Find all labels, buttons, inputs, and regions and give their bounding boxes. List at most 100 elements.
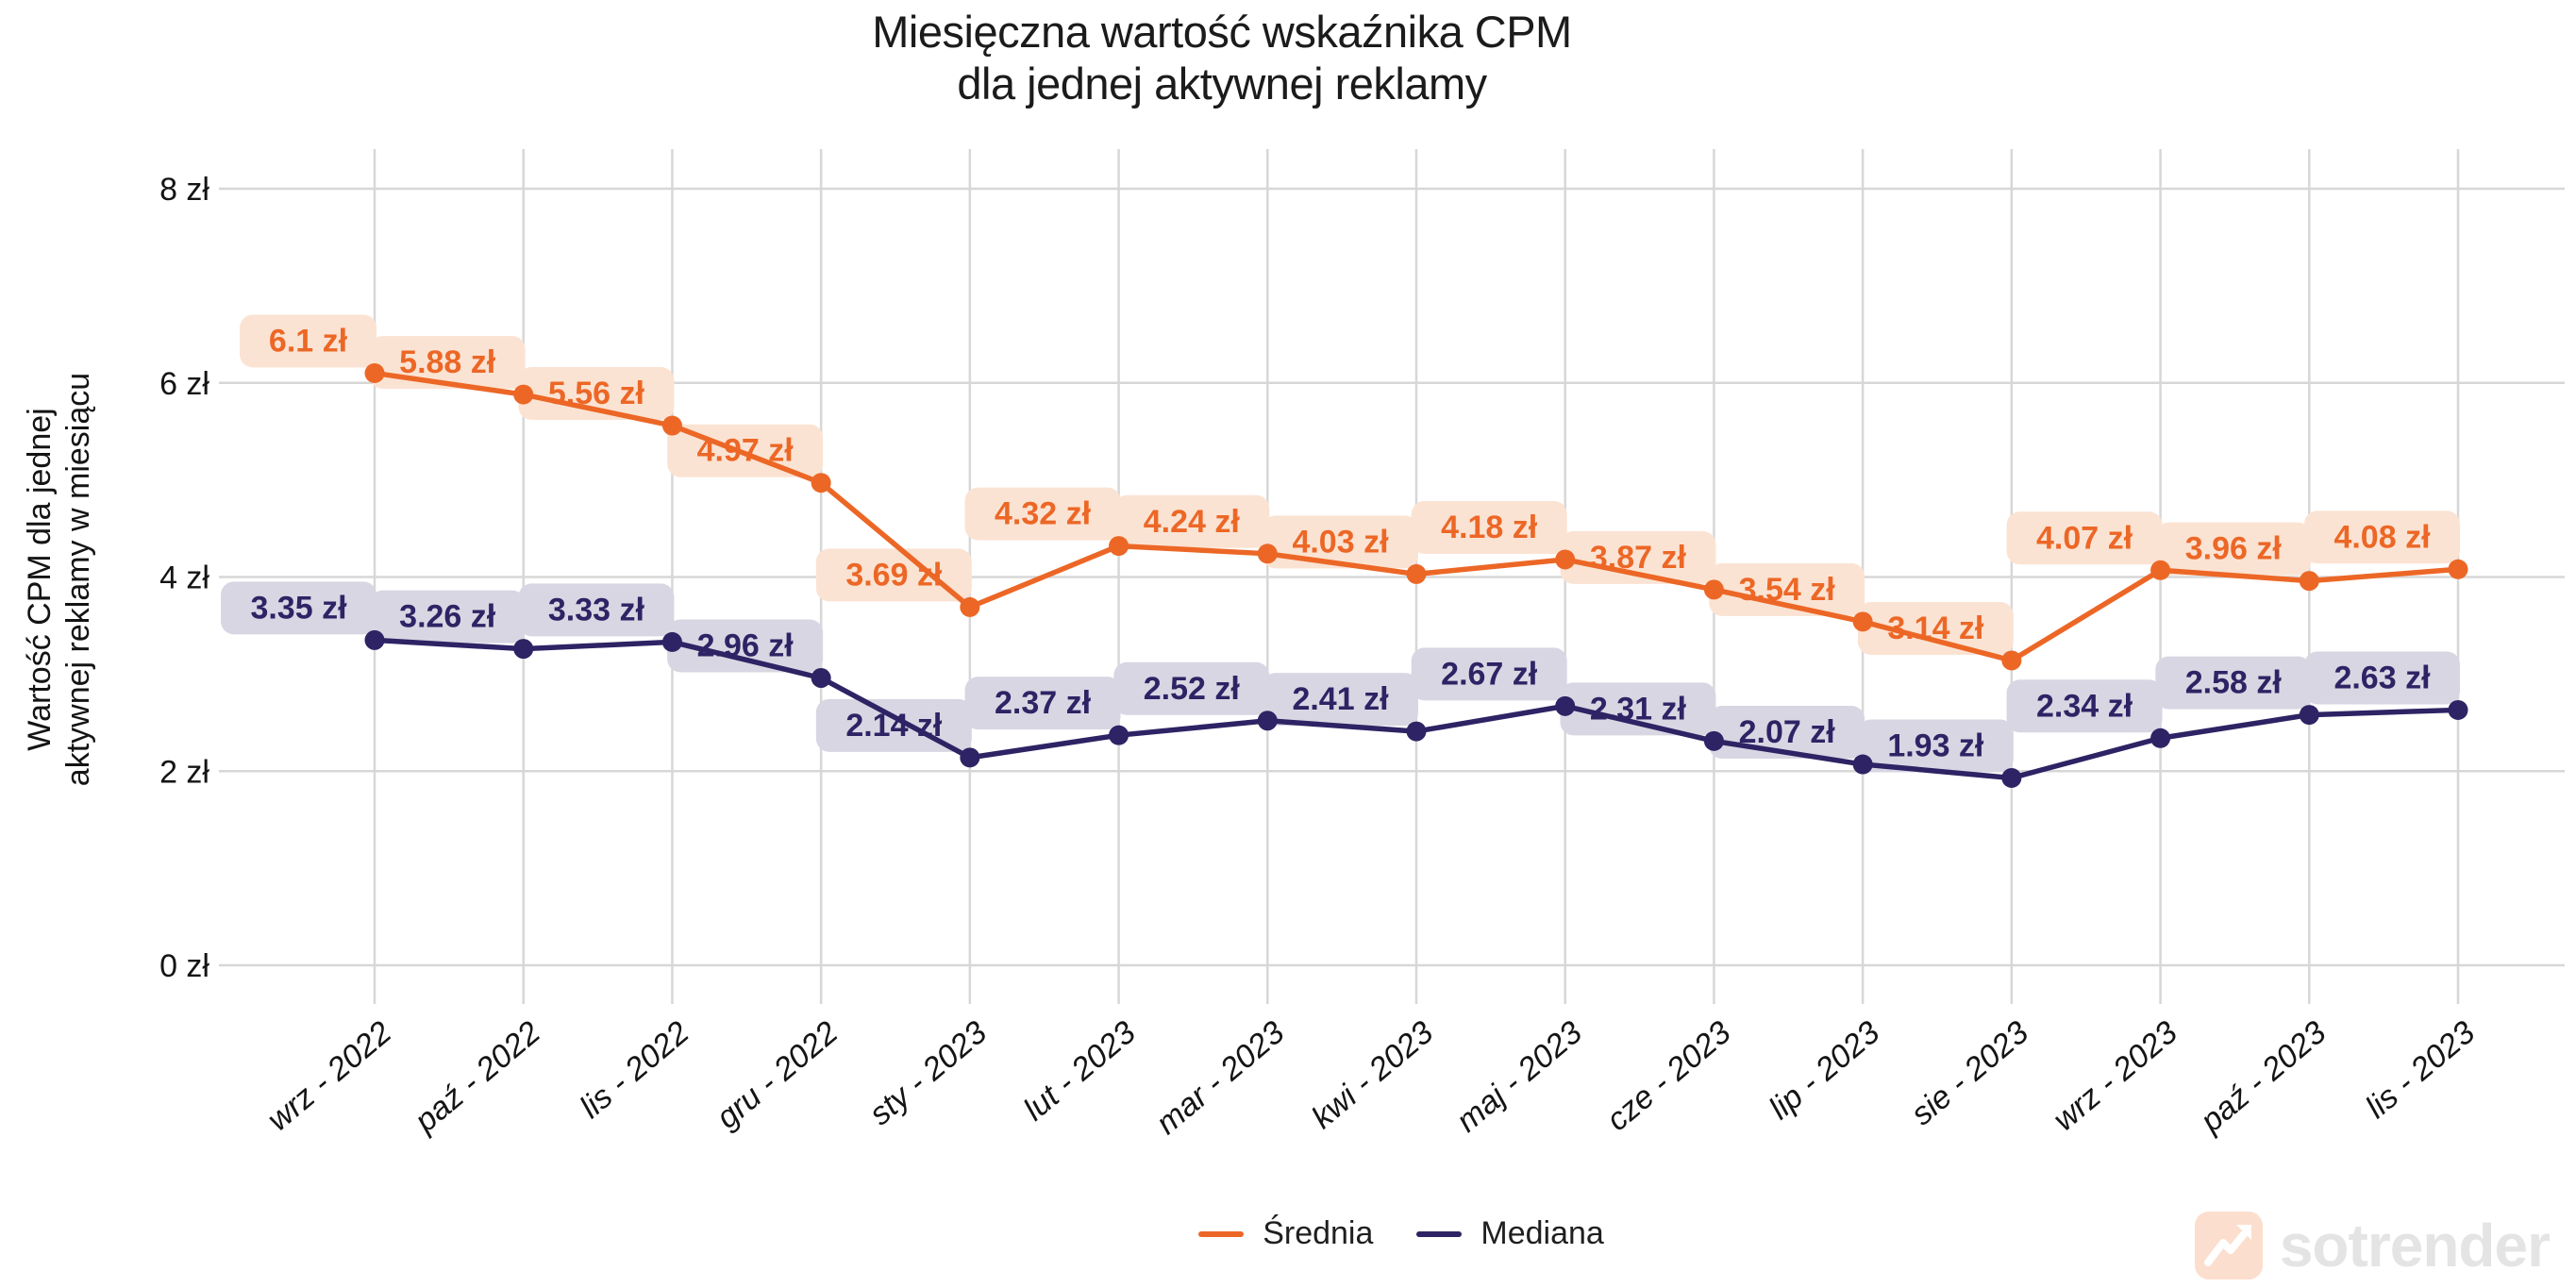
data-point: [2299, 705, 2319, 726]
data-label: 5.88 zł: [399, 344, 496, 380]
y-axis-tick-labels: 0 zł 2 zł 4 zł 6 zł 8 zł: [159, 172, 209, 984]
data-label: 2.41 zł: [1292, 681, 1389, 717]
data-label: 2.67 zł: [1441, 656, 1538, 692]
data-label-box: [1262, 515, 1418, 569]
data-label: 4.97 zł: [697, 433, 795, 469]
x-axis-tick-labels: wrz - 2022 paź - 2022 lis - 2022 gru - 2022…: [260, 1014, 2482, 1142]
data-point: [1109, 725, 1129, 745]
srednia-line-swatch: [1198, 1230, 1245, 1237]
x-tick-label: lis - 2023: [2359, 1014, 2482, 1126]
data-label: 2.14 zł: [845, 708, 943, 744]
watermark-brand-text: sotrender: [2279, 1212, 2551, 1280]
data-point: [2150, 728, 2171, 748]
legend-label-mediana: Mediana: [1480, 1215, 1604, 1251]
data-label: 3.87 zł: [1590, 540, 1687, 576]
data-label-box: [2006, 679, 2163, 733]
sotrender-watermark: sotrender: [2194, 1211, 2551, 1280]
legend-item-mediana: Mediana: [1416, 1215, 1604, 1252]
data-label: 3.26 zł: [399, 599, 496, 635]
data-label-box: [815, 548, 972, 602]
data-label: 4.32 zł: [995, 496, 1092, 532]
data-label-box: [518, 583, 675, 637]
data-label-box: [2006, 511, 2163, 565]
data-label-box: [964, 677, 1121, 730]
data-label-box: [1560, 530, 1716, 584]
data-point: [1406, 563, 1427, 584]
data-label-box: [667, 619, 824, 673]
data-point: [513, 384, 534, 405]
data-point: [2448, 699, 2468, 720]
data-label: 6.1 zł: [269, 323, 348, 359]
data-label: 1.93 zł: [1887, 728, 1984, 763]
data-point: [2448, 559, 2468, 579]
data-label: 4.07 zł: [2036, 520, 2133, 556]
data-point: [2001, 767, 2022, 788]
data-point: [1703, 730, 1724, 751]
data-label-box: [1709, 562, 1865, 616]
data-label: 3.54 zł: [1739, 572, 1836, 608]
legend-item-srednia: Średnia: [1198, 1215, 1373, 1252]
data-point: [2150, 560, 2171, 580]
data-label: 5.56 zł: [548, 376, 645, 411]
data-point: [811, 473, 831, 493]
data-label-box: [2303, 651, 2460, 705]
data-point: [1109, 536, 1129, 557]
x-tick-label: sty - 2023: [862, 1014, 994, 1132]
chart-title-line2: dla jednej aktywnej reklamy: [957, 59, 1487, 109]
y-tick-label: 8 zł: [159, 172, 209, 208]
x-tick-label: kwi - 2023: [1305, 1014, 1440, 1136]
data-label: 2.37 zł: [995, 685, 1092, 721]
data-label: 2.07 zł: [1739, 714, 1836, 750]
series-0-label-texts: 6.1 zł 5.88 zł 5.56 zł 4.97 zł 3.69 zł 4.32 z…: [269, 323, 2431, 646]
data-label: 2.58 zł: [2185, 665, 2283, 701]
x-tick-label: gru - 2022: [710, 1014, 845, 1136]
series-1-label-boxes: [221, 581, 2460, 773]
data-point: [513, 639, 534, 660]
data-label-box: [1857, 601, 2014, 655]
data-label-box: [2155, 656, 2312, 710]
data-label: 3.14 zł: [1887, 611, 1984, 646]
data-point: [1852, 611, 1873, 632]
data-label: 3.35 zł: [250, 590, 347, 626]
mediana-line-swatch: [1416, 1230, 1463, 1237]
x-tick-label: lip - 2023: [1763, 1014, 1887, 1127]
x-tick-label: maj - 2023: [1449, 1014, 1589, 1139]
x-tick-label: paź - 2022: [408, 1014, 547, 1140]
data-point: [364, 362, 385, 383]
data-point: [661, 631, 682, 652]
legend-label-srednia: Średnia: [1263, 1215, 1374, 1251]
x-tick-label: lis - 2022: [573, 1014, 695, 1126]
data-label-box: [240, 314, 376, 368]
data-point: [2299, 571, 2319, 592]
x-tick-label: wrz - 2022: [260, 1014, 398, 1138]
data-label-box: [1411, 500, 1567, 554]
x-tick-label: sie - 2023: [1904, 1014, 2035, 1132]
data-label-box: [1113, 494, 1270, 548]
data-point: [661, 415, 682, 436]
data-label-box: [369, 590, 526, 644]
data-label: 3.96 zł: [2185, 531, 2283, 567]
data-label-box: [1411, 647, 1567, 701]
y-tick-label: 0 zł: [159, 948, 209, 984]
data-point: [960, 747, 980, 768]
legend: Średnia Mediana: [226, 1215, 2576, 1252]
data-label: 2.96 zł: [697, 627, 795, 663]
y-tick-label: 2 zł: [159, 754, 209, 790]
series-0-line-group: [364, 362, 2468, 671]
y-axis-title-line2: aktywnej reklamy w miesiącu: [60, 372, 97, 787]
data-label: 4.24 zł: [1144, 504, 1241, 540]
data-label: 4.03 zł: [1292, 524, 1389, 560]
data-label-box: [1560, 682, 1716, 736]
data-label-box: [1113, 661, 1270, 715]
data-point: [364, 629, 385, 650]
data-label: 4.18 zł: [1441, 510, 1538, 545]
data-point: [1257, 544, 1278, 564]
series-1-line-group: [364, 629, 2468, 788]
data-point: [1555, 549, 1576, 570]
chart-title-line1: Miesięczna wartość wskaźnika CPM: [872, 7, 1572, 57]
trending-up-arrow-icon: [2194, 1212, 2263, 1280]
data-label-box: [221, 581, 376, 635]
data-point: [2001, 650, 2022, 671]
data-label: 2.63 zł: [2333, 660, 2431, 695]
data-label: 2.34 zł: [2036, 688, 2133, 724]
